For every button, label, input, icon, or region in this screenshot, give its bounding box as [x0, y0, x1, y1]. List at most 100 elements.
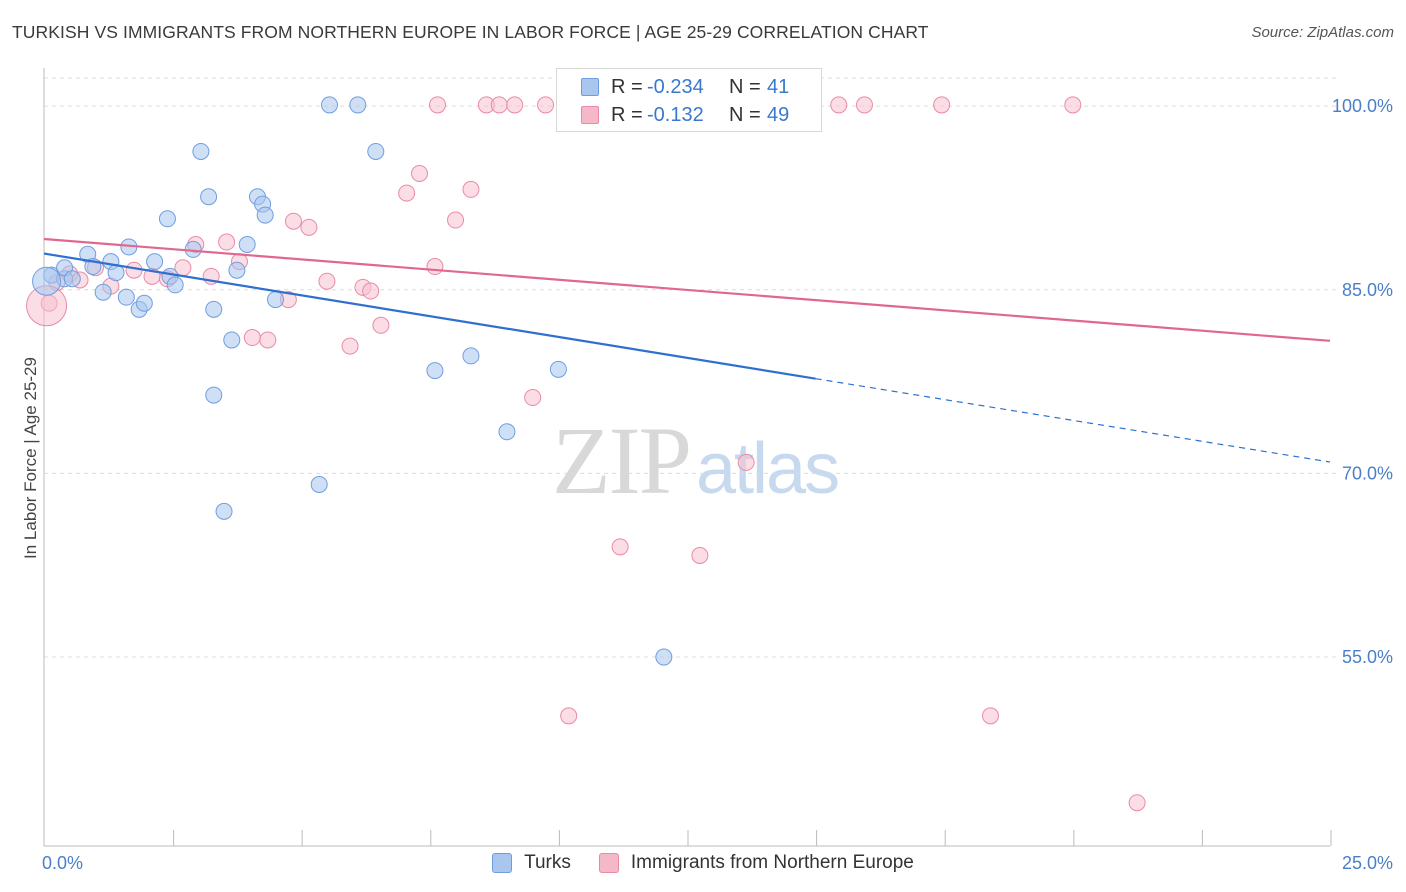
n-value: 49 — [767, 103, 790, 126]
point-turks — [498, 423, 516, 441]
point-turks — [310, 475, 328, 493]
legend-swatch-turks — [492, 853, 513, 873]
point-immigrants — [611, 538, 629, 556]
point-turks — [63, 270, 81, 288]
point-immigrants — [300, 218, 318, 236]
point-immigrants — [506, 96, 524, 114]
trend-line-turks-extension — [815, 378, 1331, 463]
point-turks — [205, 386, 223, 404]
point-immigrants — [830, 96, 848, 114]
n-label: N = — [729, 103, 761, 126]
legend-swatch-immigrants — [598, 853, 619, 873]
r-label: R = — [611, 103, 643, 126]
r-value: -0.132 — [647, 103, 704, 126]
point-immigrants — [855, 96, 873, 114]
point-turks — [238, 235, 256, 253]
point-turks — [158, 210, 176, 228]
legend-item-turks[interactable]: Turks — [492, 852, 571, 874]
point-immigrants — [1064, 96, 1082, 114]
point-turks — [192, 142, 210, 160]
point-immigrants — [243, 329, 261, 347]
x-tick-label: 0.0% — [42, 853, 83, 873]
r-value: -0.234 — [647, 75, 704, 98]
point-turks — [166, 276, 184, 294]
point-immigrants — [426, 258, 444, 276]
point-turks — [549, 360, 567, 378]
legend-row-immigrants: R = -0.132 N = 49 — [581, 101, 789, 129]
point-turks — [117, 288, 135, 306]
tick-marks — [173, 830, 1332, 846]
series-legend: Turks Immigrants from Northern Europe — [0, 852, 1406, 874]
point-immigrants — [933, 96, 951, 114]
point-immigrants — [490, 96, 508, 114]
series-turks-points — [32, 96, 673, 666]
point-immigrants — [411, 164, 429, 182]
point-turks — [200, 188, 218, 206]
grid-lines — [44, 77, 1338, 658]
legend-row-turks: R = -0.234 N = 41 — [581, 73, 789, 101]
legend-swatch-turks — [581, 78, 599, 96]
point-immigrants — [318, 272, 336, 290]
watermark-zip: ZIP — [552, 407, 692, 514]
tick-labels: 100.0% 85.0% 70.0% 55.0% 0.0% 25.0% — [42, 96, 1393, 873]
point-immigrants — [284, 212, 302, 230]
series-immigrants-points — [26, 96, 1146, 812]
point-turks — [94, 283, 112, 301]
trend-line-immigrants — [43, 237, 1331, 342]
point-immigrants — [691, 546, 709, 564]
point-turks — [215, 502, 233, 520]
r-label: R = — [611, 75, 643, 98]
point-immigrants — [1128, 794, 1146, 812]
point-turks — [426, 362, 444, 380]
legend-item-immigrants[interactable]: Immigrants from Northern Europe — [598, 852, 914, 874]
point-turks — [228, 261, 246, 279]
point-immigrants — [462, 180, 480, 198]
n-value: 41 — [767, 75, 790, 98]
point-immigrants — [341, 337, 359, 355]
point-turks — [349, 96, 367, 114]
point-turks — [135, 294, 153, 312]
y-tick-label: 100.0% — [1332, 96, 1393, 116]
legend-swatch-immigrants — [581, 106, 599, 124]
point-immigrants — [737, 453, 755, 471]
legend-label-turks: Turks — [524, 852, 571, 873]
point-turks — [266, 291, 284, 309]
point-turks — [146, 253, 164, 271]
point-turks — [655, 648, 673, 666]
chart-title: TURKISH VS IMMIGRANTS FROM NORTHERN EURO… — [12, 22, 929, 42]
trend-lines — [43, 237, 1331, 463]
point-turks — [205, 300, 223, 318]
point-immigrants — [125, 261, 143, 279]
source-label: Source: ZipAtlas.com — [1251, 24, 1394, 41]
point-immigrants — [524, 389, 542, 407]
axes — [43, 68, 1330, 847]
watermark-atlas: atlas — [696, 429, 840, 509]
legend-label-immigrants: Immigrants from Northern Europe — [630, 852, 914, 873]
trend-line-turks — [43, 252, 816, 380]
point-immigrants — [429, 96, 447, 114]
y-tick-label: 55.0% — [1342, 647, 1393, 667]
watermark: ZIPatlas — [552, 405, 840, 516]
point-turks — [32, 266, 62, 296]
point-immigrants — [537, 96, 555, 114]
point-turks — [320, 96, 338, 114]
point-immigrants — [372, 316, 390, 334]
point-turks — [223, 331, 241, 349]
point-immigrants — [560, 707, 578, 725]
point-immigrants — [398, 184, 416, 202]
y-tick-label: 70.0% — [1342, 463, 1393, 483]
point-turks — [367, 142, 385, 160]
y-axis-label: In Labor Force | Age 25-29 — [21, 357, 40, 559]
point-immigrants — [362, 282, 380, 300]
point-immigrants — [447, 211, 465, 229]
point-turks — [462, 347, 480, 365]
correlation-legend: R = -0.234 N = 41 R = -0.132 N = 49 — [556, 68, 822, 132]
x-tick-label: 25.0% — [1342, 853, 1393, 873]
point-turks — [256, 206, 274, 224]
y-tick-label: 85.0% — [1342, 280, 1393, 300]
point-immigrants — [218, 233, 236, 251]
point-immigrants — [981, 707, 999, 725]
n-label: N = — [729, 75, 761, 98]
point-immigrants — [259, 331, 277, 349]
